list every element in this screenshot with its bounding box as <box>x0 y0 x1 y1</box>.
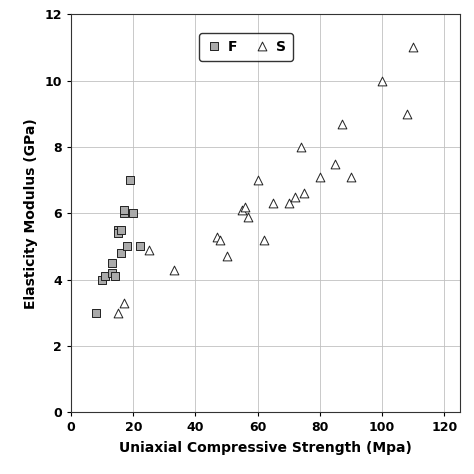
S <box>316 173 324 181</box>
S <box>301 190 308 197</box>
S <box>297 143 305 151</box>
S <box>114 309 121 317</box>
S <box>260 236 268 244</box>
S <box>403 110 410 118</box>
S <box>254 176 262 184</box>
S <box>145 246 153 254</box>
S <box>410 44 417 51</box>
F <box>127 176 134 184</box>
F <box>101 273 109 280</box>
S <box>269 200 277 207</box>
F <box>120 210 128 217</box>
S <box>223 253 230 260</box>
S <box>245 213 252 220</box>
X-axis label: Uniaxial Compressive Strength (Mpa): Uniaxial Compressive Strength (Mpa) <box>119 441 412 456</box>
S <box>347 173 355 181</box>
S <box>332 160 339 167</box>
Y-axis label: Elasticity Modulus (GPa): Elasticity Modulus (GPa) <box>24 118 37 309</box>
F <box>108 269 115 277</box>
F <box>120 206 128 214</box>
F <box>114 229 121 237</box>
F <box>92 309 100 317</box>
S <box>120 299 128 307</box>
F <box>99 276 106 283</box>
S <box>213 233 221 240</box>
F <box>136 243 143 250</box>
S <box>378 77 386 84</box>
S <box>238 206 246 214</box>
S <box>170 266 177 273</box>
F <box>108 259 115 267</box>
F <box>129 210 137 217</box>
S <box>338 120 346 128</box>
S <box>217 236 224 244</box>
S <box>291 193 299 201</box>
F <box>123 243 131 250</box>
F <box>111 273 118 280</box>
F <box>114 226 121 234</box>
Legend: F, S: F, S <box>199 33 293 61</box>
F <box>117 249 125 257</box>
S <box>241 203 249 210</box>
F <box>117 226 125 234</box>
S <box>285 200 292 207</box>
